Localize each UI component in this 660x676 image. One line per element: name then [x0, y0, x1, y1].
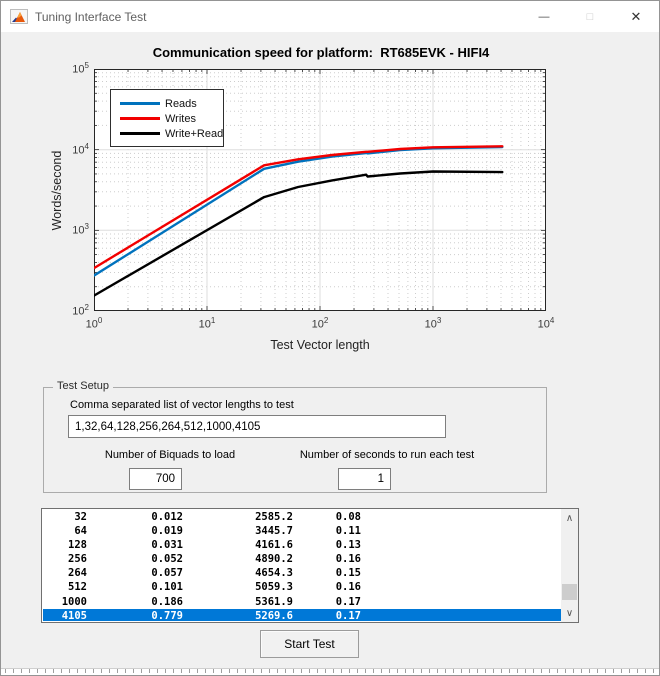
legend-label: Writes — [165, 112, 196, 125]
table-cell: 0.08 — [335, 511, 361, 523]
y-axis-label: Words/second — [50, 150, 64, 231]
table-row[interactable]: 264 0.057 4654.3 0.15 — [43, 566, 561, 580]
group-box-label: Test Setup — [53, 380, 113, 392]
table-cell: 5361.9 — [255, 595, 293, 608]
matlab-app-icon — [10, 9, 28, 24]
scroll-up-icon[interactable]: ∧ — [565, 512, 574, 524]
table-cell: 0.101 — [151, 581, 183, 594]
table-cell: 64 — [74, 525, 87, 538]
table-cell: 5269.6 — [255, 609, 293, 621]
x-tick-label: 103 — [424, 316, 442, 331]
scroll-down-icon[interactable]: ∨ — [565, 607, 574, 619]
chart-title: Communication speed for platform: RT685E… — [152, 45, 490, 60]
table-cell: 0.16 — [335, 553, 361, 566]
results-rows: 32 0.012 2585.2 0.08 64 0.019 3445.7 0.11 128 0.0… — [43, 510, 561, 621]
legend-label: Write+Read — [165, 127, 224, 140]
x-tick-label: 100 — [85, 316, 103, 331]
table-cell: 264 — [68, 567, 87, 580]
table-cell: 2585.2 — [255, 511, 293, 523]
legend-label: Reads — [165, 97, 197, 110]
table-row[interactable]: 4105 0.779 5269.6 0.17 — [43, 608, 561, 621]
table-cell: 0.186 — [151, 595, 183, 608]
plot-area — [94, 69, 546, 311]
table-row[interactable]: 256 0.052 4890.2 0.16 — [43, 552, 561, 566]
test-setup-group: Test Setup Comma separated list of vecto… — [43, 380, 547, 493]
legend-line-sample — [120, 102, 160, 105]
table-cell: 0.019 — [151, 525, 183, 538]
table-cell: 1000 — [61, 595, 87, 608]
biquads-input[interactable] — [129, 468, 182, 490]
table-row[interactable]: 1000 0.186 5361.9 0.17 — [43, 595, 561, 609]
table-row[interactable]: 128 0.031 4161.6 0.13 — [43, 538, 561, 552]
x-tick-label: 104 — [537, 316, 555, 331]
legend-entry: Writes — [120, 111, 223, 126]
table-row[interactable]: 64 0.019 3445.7 0.11 — [43, 524, 561, 538]
x-tick-label: 102 — [311, 316, 329, 331]
table-row[interactable]: 512 0.101 5059.3 0.16 — [43, 580, 561, 594]
table-cell: 128 — [68, 539, 87, 552]
listbox-scrollbar[interactable]: ∧ ∨ — [561, 509, 578, 622]
title-bar: Tuning Interface Test — □ ✕ — [1, 1, 659, 32]
table-cell: 4890.2 — [255, 553, 293, 566]
chart-legend: Reads Writes Write+Read — [110, 89, 224, 147]
table-cell: 0.13 — [335, 539, 361, 552]
y-tick-label: 104 — [72, 141, 89, 157]
window-title: Tuning Interface Test — [35, 9, 147, 24]
table-cell: 256 — [68, 553, 87, 566]
start-test-button[interactable]: Start Test — [260, 630, 359, 658]
table-cell: 0.057 — [151, 567, 183, 580]
minimize-button[interactable]: — — [538, 10, 550, 23]
figure-content: Communication speed for platform: RT685E… — [1, 32, 659, 675]
table-cell: 0.11 — [335, 525, 361, 538]
table-cell: 3445.7 — [255, 525, 293, 538]
table-cell: 0.15 — [335, 567, 361, 580]
plot-canvas — [94, 69, 546, 311]
seconds-input[interactable] — [338, 468, 391, 490]
results-listbox[interactable]: 32 0.012 2585.2 0.08 64 0.019 3445.7 0.11 128 0.0… — [41, 508, 579, 623]
table-cell: 0.779 — [151, 609, 183, 621]
table-cell: 0.012 — [151, 511, 183, 523]
biquads-label: Number of Biquads to load — [104, 449, 236, 461]
table-cell: 4105 — [61, 609, 87, 621]
legend-entries: Reads Writes Write+Read — [120, 96, 223, 141]
y-tick-label: 103 — [72, 222, 89, 237]
x-tick-label: 101 — [198, 316, 216, 331]
y-tick-label: 105 — [72, 61, 89, 76]
legend-entry: Reads — [120, 96, 223, 111]
maximize-button[interactable]: □ — [586, 10, 594, 23]
y-tick-label: 102 — [72, 303, 89, 318]
close-button[interactable]: ✕ — [630, 8, 642, 24]
table-cell: 0.17 — [335, 609, 361, 621]
seconds-label: Number of seconds to run each test — [299, 449, 475, 461]
table-cell: 4161.6 — [255, 539, 293, 552]
scrollbar-thumb[interactable] — [562, 584, 577, 600]
table-cell: 0.16 — [335, 581, 361, 594]
legend-line-sample — [120, 132, 160, 135]
table-row[interactable]: 32 0.012 2585.2 0.08 — [43, 510, 561, 524]
vector-lengths-label: Comma separated list of vector lengths t… — [70, 399, 294, 411]
partial-axes-strip — [1, 668, 659, 675]
table-cell: 32 — [74, 511, 87, 523]
table-cell: 5059.3 — [255, 581, 293, 594]
table-cell: 0.17 — [335, 595, 361, 608]
vector-lengths-input[interactable] — [68, 415, 446, 438]
x-axis-label: Test Vector length — [270, 338, 370, 352]
legend-entry: Write+Read — [120, 126, 223, 141]
table-cell: 0.031 — [151, 539, 183, 552]
matlab-logo-icon — [12, 11, 25, 22]
table-cell: 4654.3 — [255, 567, 293, 580]
table-cell: 0.052 — [151, 553, 183, 566]
table-cell: 512 — [68, 581, 87, 594]
legend-line-sample — [120, 117, 160, 120]
